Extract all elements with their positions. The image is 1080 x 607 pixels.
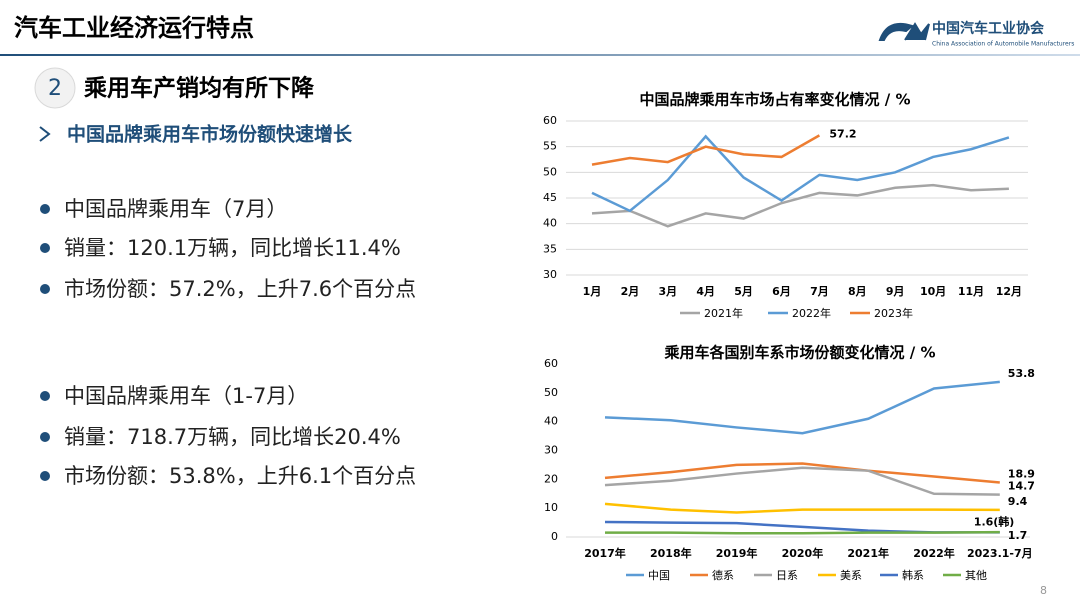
- subtitle-arrow: [39, 126, 51, 142]
- bullet-dot: [40, 432, 50, 442]
- bullet-text: 销量：718.7万辆，同比增长20.4%: [64, 425, 401, 449]
- chart-title: 乘用车各国别车系市场份额变化情况 / %: [664, 344, 936, 362]
- series-line: [604, 380, 1000, 435]
- series-line: [604, 462, 1000, 484]
- legend-label: 2021年: [704, 306, 743, 320]
- x-tick-label: 2021年: [847, 546, 889, 560]
- y-tick-label: 35: [543, 242, 557, 255]
- bullet-dot: [40, 284, 50, 294]
- page-number: 8: [1040, 584, 1047, 597]
- x-tick-label: 3月: [658, 285, 677, 298]
- legend-label: 德系: [712, 568, 734, 582]
- section-title: 乘用车产销均有所下降: [83, 75, 315, 102]
- series-line: [604, 520, 1000, 534]
- x-tick-label: 11月: [958, 285, 984, 298]
- series-line: [605, 530, 1000, 535]
- x-tick-label: 2022年: [913, 546, 955, 560]
- y-tick-label: 50: [543, 165, 557, 178]
- data-label: 1.7: [1008, 529, 1028, 542]
- y-tick-label: 60: [543, 114, 557, 127]
- x-tick-label: 2018年: [650, 546, 692, 560]
- data-label: 14.7: [1008, 480, 1035, 493]
- x-tick-label: 12月: [996, 285, 1022, 298]
- x-tick-label: 2月: [621, 285, 640, 298]
- x-tick-label: 4月: [696, 285, 715, 298]
- logo-english: China Association of Automobile Manufact…: [932, 41, 1074, 48]
- y-tick-label: 45: [543, 191, 557, 204]
- y-tick-label: 30: [543, 268, 557, 281]
- series-line: [604, 466, 1000, 496]
- y-tick-label: 20: [544, 472, 558, 485]
- x-tick-label: 2019年: [716, 546, 758, 560]
- y-tick-label: 40: [544, 415, 558, 428]
- y-tick-label: 10: [544, 501, 558, 514]
- bullet-dot: [40, 391, 50, 401]
- x-tick-label: 10月: [920, 285, 946, 298]
- x-tick-label: 2017年: [584, 546, 626, 560]
- logo-mark: [878, 22, 930, 41]
- data-label: 53.8: [1008, 367, 1035, 380]
- y-tick-label: 60: [544, 357, 558, 370]
- section-number: 2: [48, 76, 62, 101]
- section-badge: [34, 67, 76, 109]
- x-tick-label: 8月: [848, 285, 867, 298]
- x-tick-label: 5月: [734, 285, 753, 298]
- legend-label: 2023年: [874, 306, 913, 320]
- bullet-dot: [40, 243, 50, 253]
- y-tick-label: 55: [543, 140, 557, 153]
- header-title: 汽车工业经济运行特点: [14, 14, 254, 42]
- legend-label: 中国: [648, 569, 670, 582]
- x-tick-label: 7月: [810, 285, 829, 298]
- y-tick-label: 50: [544, 386, 558, 399]
- x-tick-label: 9月: [886, 285, 905, 298]
- y-tick-label: 0: [551, 530, 558, 543]
- x-tick-label: 1月: [583, 285, 602, 298]
- bullet-text: 中国品牌乘用车（1-7月）: [64, 384, 308, 408]
- series-line: [604, 502, 1000, 514]
- bullet-text: 销量：120.1万辆，同比增长11.4%: [64, 236, 401, 260]
- bullet-text: 中国品牌乘用车（7月）: [64, 197, 287, 221]
- bullet-dot: [40, 471, 50, 481]
- legend-label: 日系: [776, 569, 798, 582]
- data-label: 9.4: [1008, 495, 1028, 508]
- data-label: 1.6(韩): [974, 514, 1015, 528]
- data-label: 57.2: [829, 127, 856, 140]
- series-line: [591, 134, 1010, 213]
- legend-label: 其他: [965, 569, 987, 582]
- chart-title: 中国品牌乘用车市场占有率变化情况 / %: [640, 91, 911, 109]
- bullet-dot: [40, 204, 50, 214]
- x-tick-label: 2023.1-7月: [967, 547, 1033, 560]
- series-line: [591, 134, 821, 166]
- x-tick-label: 6月: [772, 285, 791, 298]
- header-rule: [0, 54, 1080, 56]
- y-tick-label: 40: [543, 217, 557, 230]
- series-line: [591, 183, 1009, 228]
- logo-name: 中国汽车工业协会: [932, 20, 1045, 37]
- subtitle: 中国品牌乘用车市场份额快速增长: [67, 123, 353, 146]
- x-tick-label: 2020年: [782, 546, 824, 560]
- bullet-text: 市场份额：53.8%，上升6.1个百分点: [64, 464, 416, 488]
- y-tick-label: 30: [544, 444, 558, 457]
- bullet-text: 市场份额：57.2%，上升7.6个百分点: [64, 277, 416, 301]
- legend-label: 2022年: [792, 306, 831, 320]
- legend-label: 韩系: [902, 568, 924, 582]
- data-label: 18.9: [1008, 468, 1035, 481]
- legend-label: 美系: [840, 569, 862, 582]
